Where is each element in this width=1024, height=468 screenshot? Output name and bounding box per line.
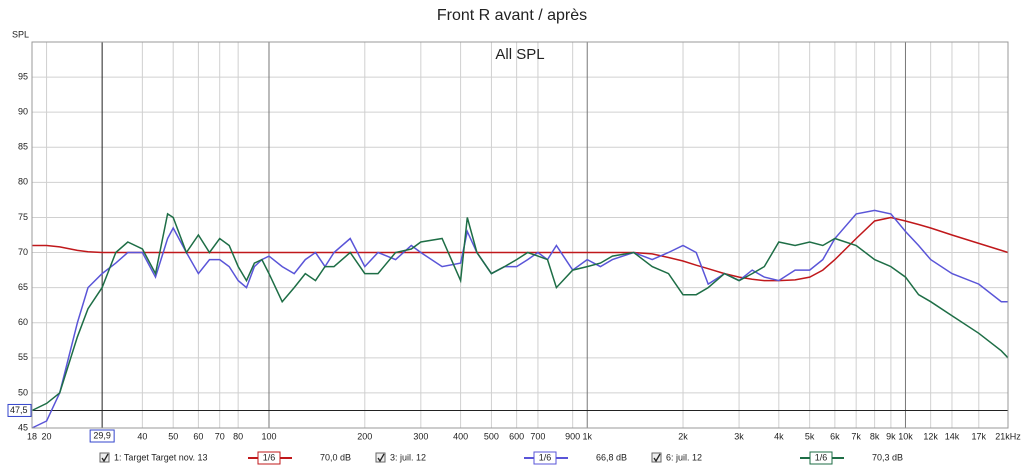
y-tick-label: 75 xyxy=(18,212,28,222)
x-tick-label: 17k xyxy=(972,431,987,441)
x-tick-label: 10k xyxy=(898,431,913,441)
plot-label: All SPL xyxy=(495,46,544,63)
x-tick-label: 2k xyxy=(678,431,688,441)
x-tick-label: 12k xyxy=(923,431,938,441)
legend-smoothing: 1/6 xyxy=(539,452,552,462)
legend-label: 3: juil. 12 xyxy=(390,452,426,462)
legend-checkbox xyxy=(375,452,386,463)
x-tick-label: 21kHz xyxy=(995,431,1021,441)
legend-level: 66,8 dB xyxy=(596,452,627,462)
series-line xyxy=(31,212,1009,412)
y-tick-label: 80 xyxy=(18,177,28,187)
x-tick-label: 900 xyxy=(565,431,580,441)
y-tick-label: 55 xyxy=(18,352,28,362)
legend-smoothing-box xyxy=(533,451,557,465)
cursor-label: 29,9 xyxy=(93,430,111,440)
x-tick-label: 5k xyxy=(805,431,815,441)
y-axis-label: SPL xyxy=(12,29,29,39)
legend-checkbox xyxy=(99,452,110,463)
series-line xyxy=(32,216,1009,282)
x-tick-label: 50 xyxy=(168,431,178,441)
legend-label: 6: juil. 12 xyxy=(666,452,702,462)
cursor-box xyxy=(89,429,115,443)
plot-frame xyxy=(31,41,1009,429)
x-tick-label: 60 xyxy=(193,431,203,441)
chart-title: Front R avant / après xyxy=(437,7,587,24)
legend-smoothing: 1/6 xyxy=(815,452,828,462)
y-tick-label: 50 xyxy=(18,387,28,397)
legend-level: 70,0 dB xyxy=(320,452,351,462)
legend-smoothing-box xyxy=(257,451,281,465)
x-tick-label: 18 xyxy=(27,431,37,441)
y-tick-label: 95 xyxy=(18,71,28,81)
x-tick-label: 8k xyxy=(870,431,880,441)
y-tick-label: 60 xyxy=(18,317,28,327)
x-tick-label: 7k xyxy=(851,431,861,441)
x-tick-label: 400 xyxy=(453,431,468,441)
x-tick-label: 300 xyxy=(413,431,428,441)
x-tick-label: 70 xyxy=(215,431,225,441)
x-tick-label: 80 xyxy=(233,431,243,441)
y-tick-label: 45 xyxy=(18,422,28,432)
x-tick-label: 20 xyxy=(42,431,52,441)
x-tick-label: 500 xyxy=(484,431,499,441)
y-tick-label: 70 xyxy=(18,247,28,257)
legend-check xyxy=(377,453,385,463)
legend-check xyxy=(653,453,661,463)
y-tick-label: 90 xyxy=(18,107,28,117)
cursor-label: 47,5 xyxy=(10,405,28,415)
x-tick-label: 700 xyxy=(530,431,545,441)
legend-level: 70,3 dB xyxy=(872,452,903,462)
x-tick-label: 200 xyxy=(357,431,372,441)
x-tick-label: 9k xyxy=(886,431,896,441)
legend-smoothing: 1/6 xyxy=(263,452,276,462)
x-tick-label: 100 xyxy=(261,431,276,441)
x-tick-label: 3k xyxy=(734,431,744,441)
y-tick-label: 85 xyxy=(18,142,28,152)
x-tick-label: 1k xyxy=(582,431,592,441)
x-tick-label: 4k xyxy=(774,431,784,441)
legend-check xyxy=(101,453,109,463)
legend-smoothing-box xyxy=(809,451,833,465)
series-line xyxy=(31,209,1008,429)
x-tick-label: 6k xyxy=(830,431,840,441)
legend-label: 1: Target Target nov. 13 xyxy=(114,452,208,462)
legend-checkbox xyxy=(651,452,662,463)
y-tick-label: 65 xyxy=(18,282,28,292)
x-tick-label: 600 xyxy=(509,431,524,441)
x-tick-label: 40 xyxy=(137,431,147,441)
x-tick-label: 14k xyxy=(945,431,960,441)
cursor-box xyxy=(7,403,32,417)
